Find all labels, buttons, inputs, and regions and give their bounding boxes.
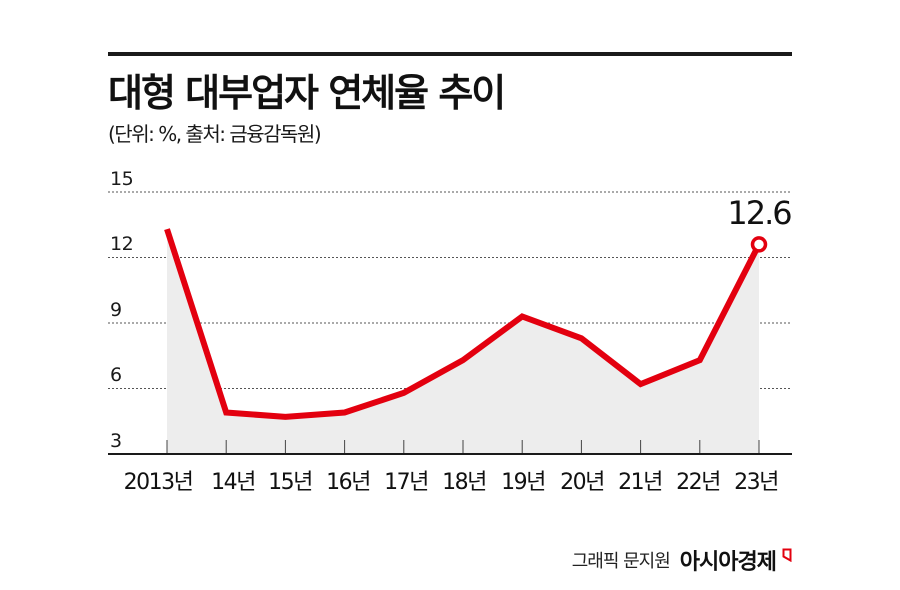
x-axis-ticks (166, 440, 760, 454)
x-tick-label-15: 15년 (268, 470, 313, 495)
x-tick-label-16: 16년 (326, 470, 371, 495)
red-corner-mark-icon (782, 548, 792, 562)
y-tick-label-6: 6 (110, 364, 122, 386)
x-tick-label-21: 21년 (618, 470, 663, 495)
top-rule (108, 52, 792, 56)
last-point-marker (750, 236, 768, 253)
data-line (164, 228, 762, 420)
y-tick-label-12: 12 (110, 233, 134, 255)
x-tick-label-17: 17년 (384, 470, 429, 495)
x-tick-label-22: 22년 (676, 470, 721, 495)
last-value-annotation: 12.6 (727, 194, 792, 232)
brand-logo-text: 아시아경제 (679, 550, 777, 575)
x-tick-label-18: 18년 (442, 470, 487, 495)
x-tick-label-23: 23년 (734, 470, 779, 495)
y-tick-label-9: 9 (110, 299, 122, 321)
area-fill (167, 229, 759, 454)
y-tick-label-3: 3 (110, 430, 122, 452)
y-tick-label-15: 15 (110, 168, 134, 190)
chart-subtitle: (단위: %, 출처: 금융감독원) (108, 122, 322, 146)
chart-title: 대형 대부업자 연체율 추이 (108, 71, 506, 115)
x-tick-label-14: 14년 (211, 470, 256, 495)
x-tick-label-19: 19년 (501, 470, 546, 495)
x-tick-label-20: 20년 (560, 470, 605, 495)
credit-footer: 그래픽 문지원 아시아경제 (572, 544, 792, 576)
x-tick-label-2013: 2013년 (123, 470, 194, 495)
graphic-credit: 그래픽 문지원 (571, 551, 671, 572)
